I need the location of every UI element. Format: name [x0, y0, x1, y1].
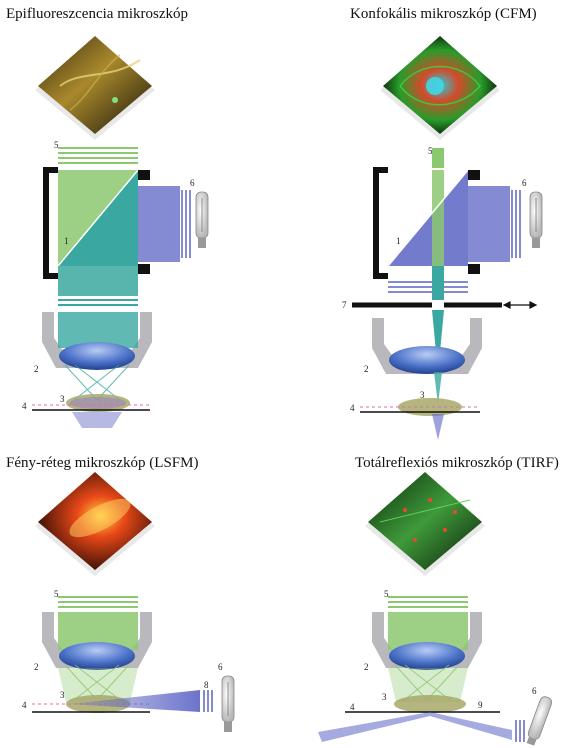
cfm-pinhole — [432, 300, 444, 310]
lsfm-objective-lens — [59, 642, 135, 670]
tirf-sample-image — [365, 472, 485, 576]
cfm-scan-arrow — [502, 301, 538, 309]
epi-label-3: 3 — [60, 394, 65, 404]
tirf-label-5: 5 — [384, 589, 389, 599]
tirf-excitation-lines — [515, 720, 525, 742]
tirf-label-4: 4 — [350, 702, 355, 712]
tirf-diagram: 5 2 3 4 9 6 — [318, 472, 553, 746]
tirf-emission-lines — [388, 596, 468, 608]
panel-title-light-sheet: Fény-réteg mikroszkóp (LSFM) — [6, 455, 199, 471]
tirf-label-6: 6 — [532, 686, 537, 696]
epi-label-6: 6 — [190, 178, 195, 188]
lsfm-label-6: 6 — [218, 662, 223, 672]
cfm-label-5: 5 — [428, 146, 433, 156]
lsfm-detection-cone — [58, 668, 138, 702]
lsfm-label-2: 2 — [34, 662, 39, 672]
lsfm-label-5: 5 — [54, 589, 59, 599]
tirf-detection-rays — [394, 664, 460, 701]
tirf-detection-cone — [388, 668, 468, 702]
tirf-label-3: 3 — [382, 692, 387, 702]
epi-transmitted-light — [72, 412, 122, 428]
confocal-diagram: 5 1 6 7 2 3 4 — [342, 36, 543, 440]
lsfm-emission-lines — [58, 596, 138, 608]
cfm-lamp-icon — [529, 191, 543, 248]
lsfm-label-8: 8 — [204, 680, 209, 690]
cfm-label-1: 1 — [396, 236, 401, 246]
cfm-sample-image — [380, 36, 500, 140]
tirf-label-2: 2 — [364, 662, 369, 672]
epi-sample-image — [35, 36, 155, 140]
epi-lamp-icon — [195, 191, 209, 248]
tirf-objective-lens — [389, 642, 465, 670]
cfm-label-3: 3 — [420, 390, 425, 400]
cfm-beam-lines — [388, 281, 468, 293]
epi-filter-cube — [43, 167, 180, 279]
epi-label-1: 1 — [64, 236, 69, 246]
tirf-sample — [394, 695, 466, 713]
epi-sample — [66, 394, 130, 412]
epi-beam-lines — [58, 299, 138, 306]
epi-excitation-lines — [181, 190, 191, 258]
cfm-label-2: 2 — [364, 364, 369, 374]
cfm-filter-cube — [373, 167, 510, 279]
panel-title-epifluorescence: Epifluoreszcencia mikroszkóp — [6, 6, 189, 22]
epi-beam — [58, 266, 138, 296]
epi-beam-in-objective — [58, 312, 138, 348]
tirf-lamp-icon — [526, 696, 553, 746]
lsfm-label-3: 3 — [60, 690, 65, 700]
lsfm-detection-rays — [64, 664, 130, 701]
cfm-beam-in-objective — [432, 310, 444, 352]
tirf-reflected-beam — [318, 712, 512, 742]
epi-objective-lens — [59, 342, 135, 370]
lsfm-lamp-icon — [221, 675, 235, 732]
epi-label-5: 5 — [54, 140, 59, 150]
lsfm-sample-image — [35, 472, 155, 576]
cfm-label-4: 4 — [350, 403, 355, 413]
cfm-label-7: 7 — [342, 300, 347, 310]
epi-label-2: 2 — [34, 364, 39, 374]
tirf-label-9: 9 — [478, 700, 483, 710]
epi-label-4: 4 — [22, 401, 27, 411]
cfm-label-6: 6 — [522, 178, 527, 188]
lsfm-cylindrical-lens — [203, 690, 213, 712]
panel-title-tirf: Totálreflexiós mikroszkóp (TIRF) — [355, 455, 559, 471]
cfm-emission-beam — [432, 148, 444, 168]
cfm-objective-lens — [389, 346, 465, 374]
panel-title-confocal: Konfokális mikroszkóp (CFM) — [350, 6, 537, 22]
cfm-transmitted-light — [432, 414, 444, 440]
light-sheet-diagram: 5 2 3 4 8 6 — [22, 472, 235, 732]
epi-emission-lines — [58, 147, 138, 164]
epifluorescence-diagram: 5 1 6 2 3 4 — [22, 36, 209, 428]
lsfm-light-sheet — [70, 690, 200, 712]
cfm-focused-beam — [434, 372, 442, 404]
lsfm-label-4: 4 — [22, 700, 27, 710]
cfm-beam — [432, 266, 444, 306]
cfm-excitation-lines — [511, 190, 521, 258]
